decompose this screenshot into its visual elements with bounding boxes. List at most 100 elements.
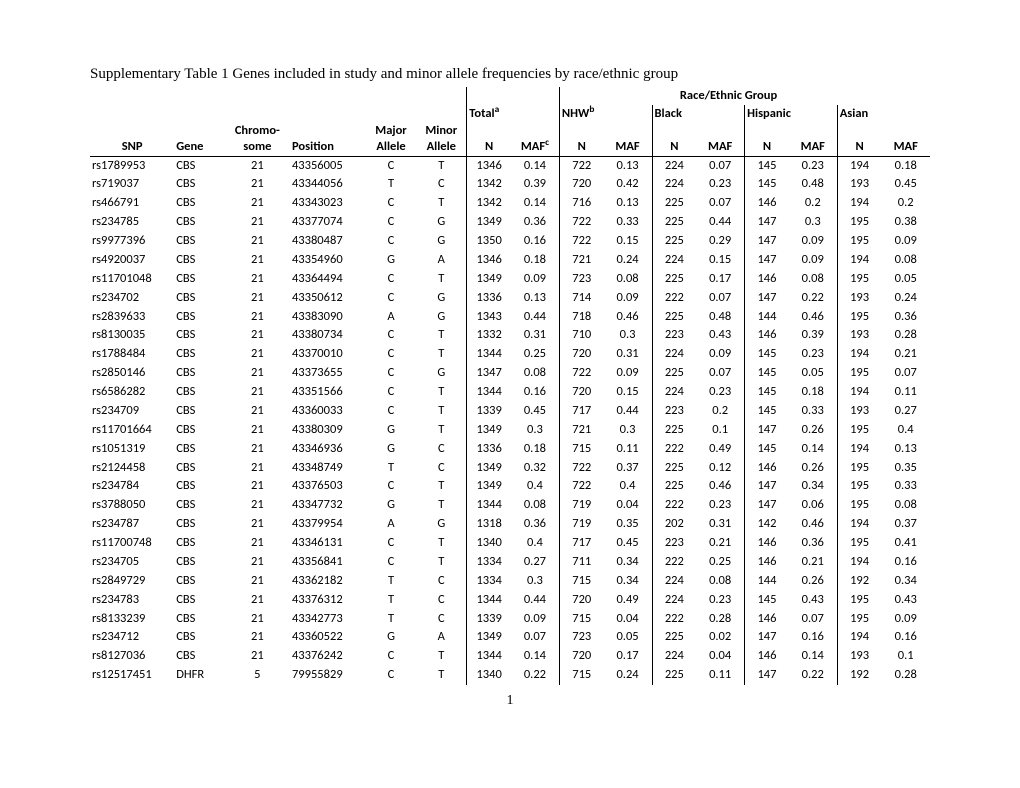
- page-number: 1: [90, 693, 930, 709]
- cell-hispanic-n: 145: [745, 364, 789, 383]
- cell-chr: 21: [225, 610, 290, 629]
- cell-pos: 43383090: [290, 308, 366, 327]
- col-black-n: N: [652, 122, 696, 156]
- cell-total-maf: 0.4: [511, 534, 559, 553]
- cell-pos: 43360033: [290, 402, 366, 421]
- cell-total-maf: 0.45: [511, 402, 559, 421]
- cell-snp: rs11701048: [90, 270, 174, 289]
- cell-hispanic-maf: 0.14: [789, 647, 837, 666]
- cell-asian-n: 195: [837, 534, 881, 553]
- cell-black-n: 225: [652, 270, 696, 289]
- cell-hispanic-maf: 0.16: [789, 628, 837, 647]
- cell-hispanic-n: 145: [745, 175, 789, 194]
- cell-gene: CBS: [174, 459, 225, 478]
- cell-snp: rs1788484: [90, 345, 174, 364]
- cell-asian-n: 195: [837, 232, 881, 251]
- cell-black-n: 225: [652, 308, 696, 327]
- cell-total-maf: 0.08: [511, 364, 559, 383]
- total-header: Totala: [467, 105, 560, 123]
- cell-hispanic-maf: 0.2: [789, 194, 837, 213]
- cell-asian-n: 194: [837, 383, 881, 402]
- cell-major: C: [366, 326, 417, 345]
- cell-pos: 43377074: [290, 213, 366, 232]
- cell-pos: 43351566: [290, 383, 366, 402]
- cell-asian-n: 195: [837, 421, 881, 440]
- cell-total-maf: 0.3: [511, 421, 559, 440]
- cell-asian-n: 195: [837, 270, 881, 289]
- cell-hispanic-maf: 0.09: [789, 232, 837, 251]
- cell-asian-maf: 0.27: [881, 402, 930, 421]
- cell-minor: T: [416, 345, 467, 364]
- cell-gene: CBS: [174, 364, 225, 383]
- cell-total-maf: 0.25: [511, 345, 559, 364]
- table-row: rs234787CBS2143379954AG13180.367190.3520…: [90, 515, 930, 534]
- cell-asian-maf: 0.43: [881, 591, 930, 610]
- cell-nhw-n: 718: [559, 308, 603, 327]
- cell-black-maf: 0.2: [696, 402, 744, 421]
- cell-snp: rs11700748: [90, 534, 174, 553]
- cell-minor: A: [416, 628, 467, 647]
- cell-snp: rs8130035: [90, 326, 174, 345]
- cell-asian-n: 193: [837, 402, 881, 421]
- cell-major: T: [366, 572, 417, 591]
- cell-black-n: 224: [652, 591, 696, 610]
- cell-pos: 43373655: [290, 364, 366, 383]
- cell-gene: CBS: [174, 326, 225, 345]
- cell-major: C: [366, 402, 417, 421]
- cell-nhw-n: 720: [559, 345, 603, 364]
- cell-gene: CBS: [174, 440, 225, 459]
- cell-chr: 21: [225, 251, 290, 270]
- cell-total-n: 1332: [467, 326, 511, 345]
- cell-gene: CBS: [174, 477, 225, 496]
- cell-total-n: 1346: [467, 156, 511, 175]
- cell-minor: T: [416, 534, 467, 553]
- cell-black-n: 224: [652, 156, 696, 175]
- cell-chr: 21: [225, 515, 290, 534]
- cell-minor: G: [416, 515, 467, 534]
- cell-hispanic-maf: 0.08: [789, 270, 837, 289]
- cell-total-maf: 0.4: [511, 477, 559, 496]
- cell-hispanic-n: 145: [745, 383, 789, 402]
- cell-black-n: 225: [652, 364, 696, 383]
- cell-asian-maf: 0.09: [881, 232, 930, 251]
- cell-major: C: [366, 477, 417, 496]
- cell-gene: CBS: [174, 496, 225, 515]
- cell-hispanic-n: 146: [745, 270, 789, 289]
- cell-gene: CBS: [174, 308, 225, 327]
- cell-nhw-maf: 0.04: [604, 610, 652, 629]
- cell-asian-maf: 0.11: [881, 383, 930, 402]
- cell-total-n: 1347: [467, 364, 511, 383]
- cell-black-maf: 0.23: [696, 383, 744, 402]
- cell-asian-maf: 0.09: [881, 610, 930, 629]
- cell-snp: rs234702: [90, 289, 174, 308]
- cell-nhw-maf: 0.45: [604, 534, 652, 553]
- cell-black-n: 202: [652, 515, 696, 534]
- cell-total-maf: 0.31: [511, 326, 559, 345]
- cell-nhw-maf: 0.24: [604, 251, 652, 270]
- cell-total-n: 1344: [467, 383, 511, 402]
- cell-major: A: [366, 515, 417, 534]
- table-row: rs8127036CBS2143376242CT13440.147200.172…: [90, 647, 930, 666]
- col-position: Position: [290, 122, 366, 156]
- cell-minor: T: [416, 421, 467, 440]
- cell-minor: G: [416, 232, 467, 251]
- cell-nhw-n: 721: [559, 421, 603, 440]
- cell-chr: 21: [225, 383, 290, 402]
- cell-total-maf: 0.16: [511, 232, 559, 251]
- col-asian-maf: MAF: [881, 122, 930, 156]
- cell-minor: G: [416, 308, 467, 327]
- cell-hispanic-maf: 0.34: [789, 477, 837, 496]
- cell-chr: 21: [225, 345, 290, 364]
- cell-total-maf: 0.44: [511, 308, 559, 327]
- cell-nhw-n: 721: [559, 251, 603, 270]
- cell-minor: C: [416, 175, 467, 194]
- cell-chr: 21: [225, 440, 290, 459]
- cell-minor: G: [416, 213, 467, 232]
- cell-black-n: 224: [652, 251, 696, 270]
- cell-hispanic-n: 147: [745, 251, 789, 270]
- cell-chr: 21: [225, 175, 290, 194]
- table-row: rs1788484CBS2143370010CT13440.257200.312…: [90, 345, 930, 364]
- cell-black-n: 224: [652, 175, 696, 194]
- cell-nhw-n: 720: [559, 175, 603, 194]
- cell-gene: CBS: [174, 194, 225, 213]
